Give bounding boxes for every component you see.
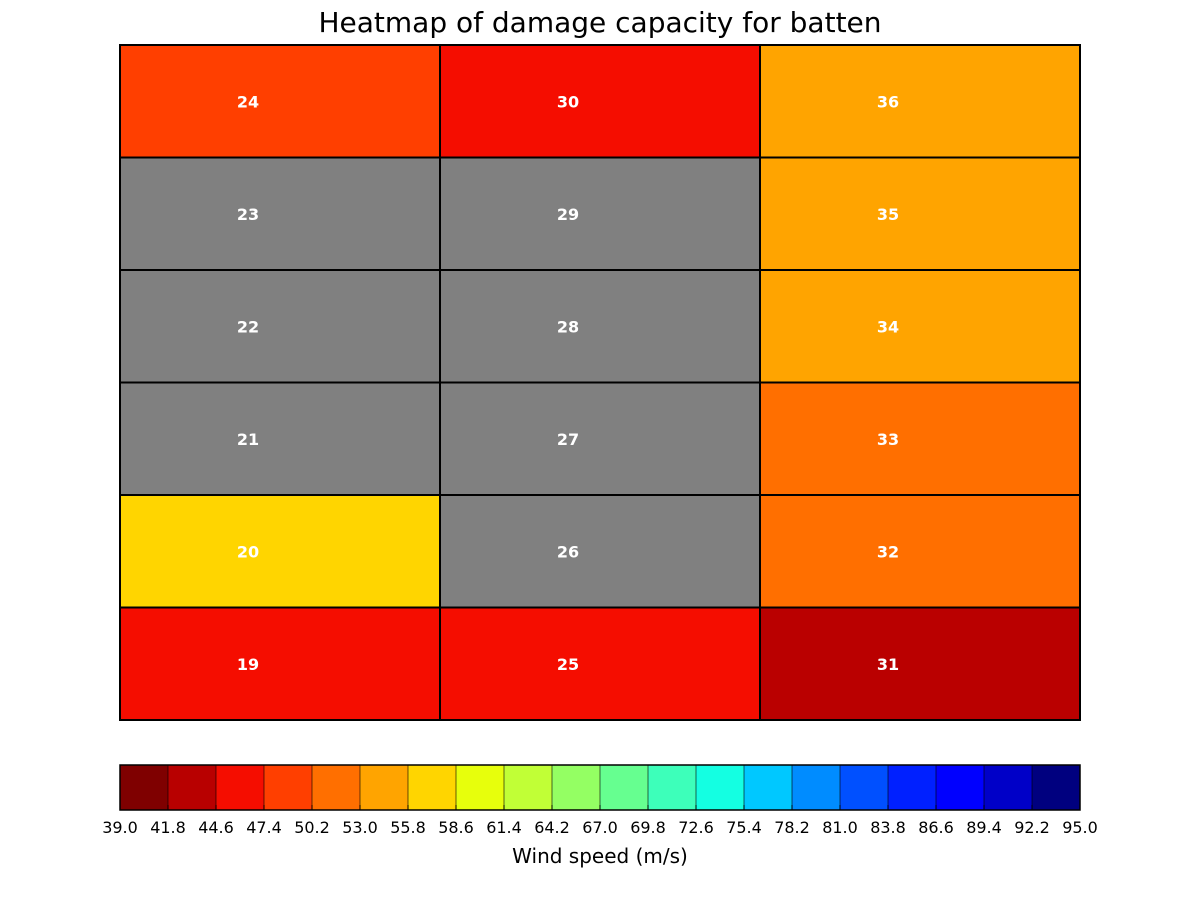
colorbar-swatch [408,765,457,810]
colorbar-swatch [984,765,1033,810]
colorbar-swatch [216,765,265,810]
heatmap-cell [759,269,1081,384]
heatmap-cell [119,494,441,609]
cell-label: 21 [237,430,259,449]
cell-label: 24 [237,92,259,111]
heatmap-cell [119,156,441,271]
heatmap-cell [439,381,761,496]
colorbar-tick-label: 67.0 [582,818,618,837]
heatmap-cell [759,156,1081,271]
cell-label: 29 [557,205,579,224]
cell-label: 25 [557,655,579,674]
colorbar-swatch [264,765,313,810]
heatmap-cell [439,494,761,609]
heatmap-cell [759,381,1081,496]
heatmap-cells: 24 30 36 23 29 35 22 28 34 21 27 33 20 26 32 19 25 31 [119,44,1081,721]
colorbar-tick-label: 86.6 [918,818,954,837]
cell-label: 33 [877,430,899,449]
heatmap-cell [439,156,761,271]
colorbar-tick-label: 64.2 [534,818,570,837]
colorbar-tick-label: 89.4 [966,818,1002,837]
cell-label: 23 [237,205,259,224]
colorbar-tick-label: 55.8 [390,818,426,837]
heatmap-cell [119,606,441,721]
heatmap-cell [759,44,1081,159]
colorbar-swatch [648,765,697,810]
colorbar-swatch [504,765,553,810]
colorbar: 39.0 41.8 44.6 47.4 50.2 53.0 55.8 58.6 61.4 64.2… [102,764,1098,837]
colorbar-swatch [888,765,937,810]
heatmap-cell [439,606,761,721]
heatmap-cell [439,44,761,159]
colorbar-label: Wind speed (m/s) [512,844,688,868]
colorbar-tick-label: 44.6 [198,818,234,837]
colorbar-swatch [840,765,889,810]
cell-label: 35 [877,205,899,224]
colorbar-swatch [120,765,169,810]
chart-title: Heatmap of damage capacity for batten [318,6,882,39]
cell-label: 22 [237,317,259,336]
heatmap-cell [439,269,761,384]
heatmap-cell [119,381,441,496]
colorbar-tick-label: 53.0 [342,818,378,837]
cell-label: 26 [557,542,579,561]
colorbar-tick-label: 47.4 [246,818,282,837]
colorbar-tick-label: 92.2 [1014,818,1050,837]
colorbar-swatch [696,765,745,810]
colorbar-swatch [792,765,841,810]
colorbar-swatch [744,765,793,810]
cell-label: 30 [557,92,579,111]
heatmap-cell [759,494,1081,609]
colorbar-tick-label: 78.2 [774,818,810,837]
heatmap-cell [119,269,441,384]
colorbar-tick-label: 58.6 [438,818,474,837]
colorbar-tick-label: 81.0 [822,818,858,837]
cell-label: 32 [877,542,899,561]
cell-label: 31 [877,655,899,674]
colorbar-swatch [456,765,505,810]
cell-label: 20 [237,542,259,561]
cell-label: 36 [877,92,899,111]
colorbar-tick-label: 61.4 [486,818,522,837]
colorbar-tick-label: 72.6 [678,818,714,837]
cell-label: 34 [877,317,899,336]
colorbar-tick-label: 83.8 [870,818,906,837]
cell-label: 27 [557,430,579,449]
heatmap-cell [119,44,441,159]
colorbar-tick-label: 50.2 [294,818,330,837]
colorbar-tick-label: 69.8 [630,818,666,837]
heatmap-cell [759,606,1081,721]
colorbar-swatch [360,765,409,810]
colorbar-tick-label: 39.0 [102,818,138,837]
colorbar-swatch [936,765,985,810]
colorbar-swatch [552,765,601,810]
colorbar-swatch [168,765,217,810]
colorbar-swatch [1032,765,1081,810]
colorbar-tick-label: 75.4 [726,818,762,837]
colorbar-tick-label: 95.0 [1062,818,1098,837]
colorbar-swatch [312,765,361,810]
cell-label: 28 [557,317,579,336]
cell-label: 19 [237,655,259,674]
colorbar-swatch [600,765,649,810]
colorbar-tick-label: 41.8 [150,818,186,837]
